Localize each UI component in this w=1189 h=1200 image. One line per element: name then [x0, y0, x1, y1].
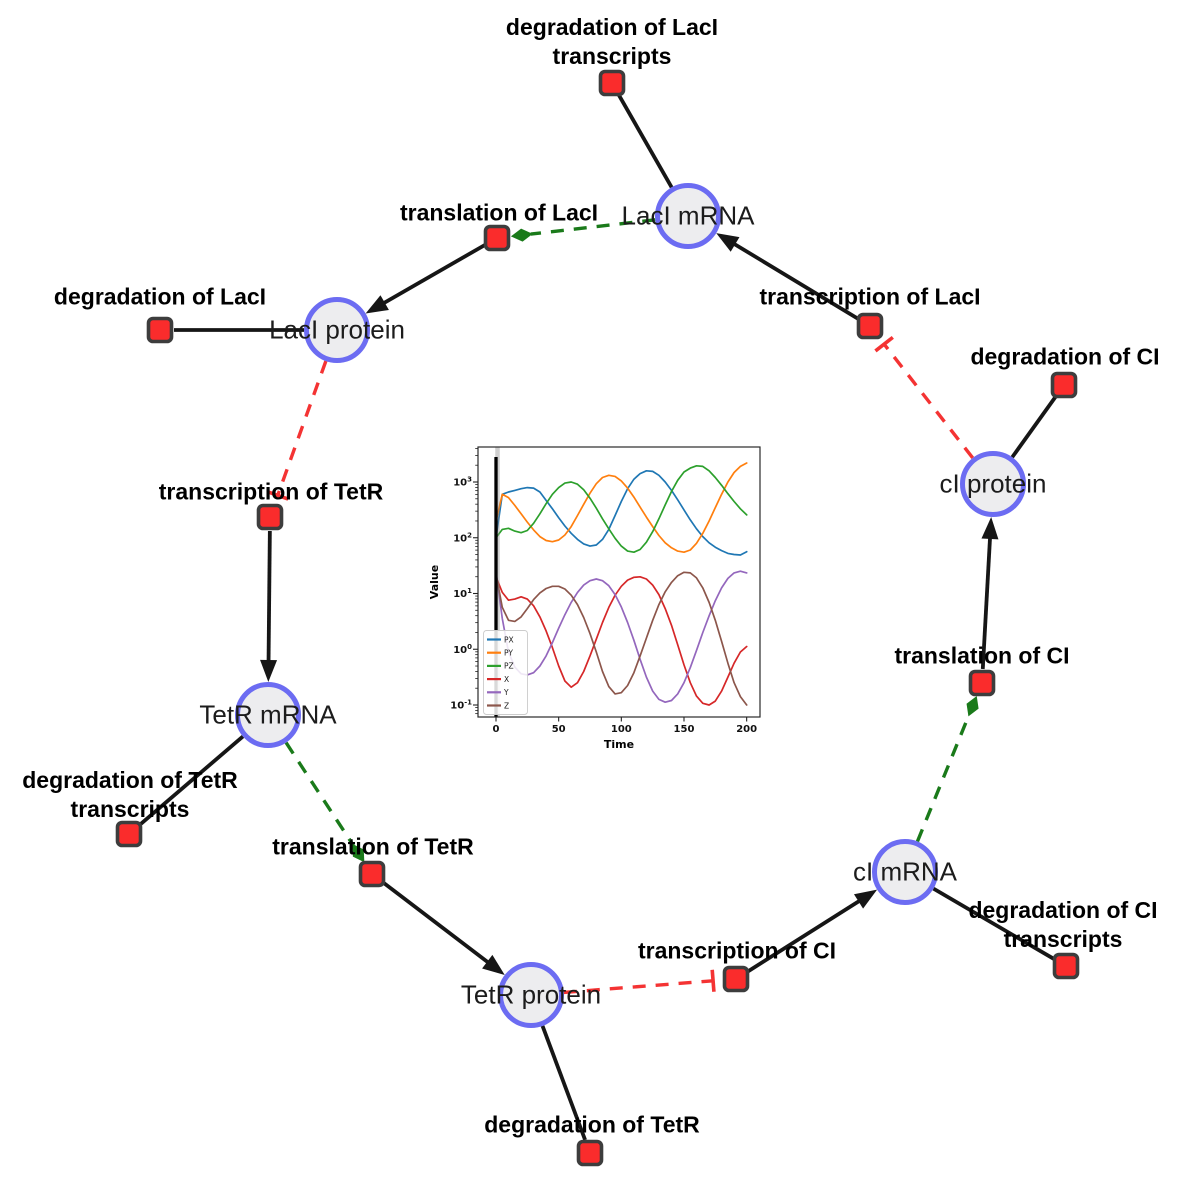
edge-tetr-mrna-to-translation-tetr-diamond [352, 843, 365, 863]
edge-transcription-laci-to-laci-mrna [728, 239, 860, 321]
x-tick-label-50: 50 [552, 724, 566, 735]
plot-curve-Z [495, 571, 748, 706]
edge-tetr-mrna-to-deg-tetr-transcripts [138, 735, 245, 827]
reaction-node-translation-laci [483, 224, 511, 252]
legend-entry-X: X [504, 675, 509, 684]
y-tick-label-10e-1: 10-1 [450, 699, 472, 712]
edge-ci-mrna-to-deg-ci-transcripts [932, 886, 1055, 961]
edge-ci-mrna-to-translation-ci-diamond [966, 695, 979, 717]
x-tick-label-100: 100 [611, 724, 632, 735]
inset-plot: 0 50 100 150 20010-1100101102103TimeValuePXP… [428, 429, 776, 763]
edge-tetr-protein-to-transcription-ci-tbar [710, 969, 716, 992]
legend-entry-Y: Y [503, 688, 509, 697]
edge-transcription-ci-to-ci-mrna [746, 896, 865, 974]
edge-tetr-mrna-to-translation-tetr [284, 741, 355, 847]
species-node-tetr-protein [498, 962, 564, 1028]
reaction-node-deg-laci [146, 316, 174, 344]
edge-laci-mrna-to-translation-laci [530, 218, 656, 236]
legend-entry-PX: PX [504, 635, 514, 644]
legend-entry-PY: PY [504, 649, 513, 658]
edge-translation-laci-to-laci-protein-arrowhead [365, 295, 389, 314]
edge-tetr-protein-to-deg-tetr [540, 1025, 587, 1141]
edge-laci-protein-to-transcription-tetr [276, 360, 328, 496]
species-node-ci-mrna [872, 839, 938, 905]
edge-transcription-laci-to-laci-mrna-arrowhead [716, 233, 740, 252]
edge-laci-protein-to-transcription-tetr-tbar [266, 489, 289, 501]
edge-translation-ci-to-ci-protein-arrowhead [981, 516, 999, 540]
reaction-node-deg-tetr [576, 1139, 604, 1167]
plot-curve-PY [495, 462, 748, 554]
reaction-node-deg-ci [1050, 371, 1078, 399]
edge-laci-mrna-to-deg-laci-transcripts [617, 94, 674, 189]
plot-x-axis-label: Time [604, 738, 634, 751]
reaction-node-deg-laci-transcripts [598, 69, 626, 97]
edge-translation-tetr-to-tetr-protein-arrowhead [482, 954, 505, 976]
reaction-node-translation-ci [968, 669, 996, 697]
x-tick-label-150: 150 [674, 724, 695, 735]
reaction-node-transcription-laci [856, 312, 884, 340]
y-tick-label-10e0: 100 [453, 643, 472, 656]
reaction-node-transcription-ci [722, 965, 750, 993]
legend-box [483, 630, 528, 715]
edge-laci-mrna-to-translation-laci-diamond [510, 228, 533, 242]
y-tick-label-10e2: 102 [453, 531, 472, 544]
edge-tetr-protein-to-transcription-ci [563, 979, 714, 995]
x-tick-label-200: 200 [736, 724, 757, 735]
x-tick-label-0: 0 [493, 724, 500, 735]
y-tick-label-10e3: 103 [453, 476, 472, 489]
plot-y-axis-label: Value [428, 565, 441, 599]
plot-curve-PX [495, 469, 748, 556]
edges-layer [138, 94, 1058, 1141]
edge-ci-protein-to-transcription-laci-tbar [874, 335, 894, 353]
nodes-layer [115, 69, 1080, 1167]
plot-legend: PX PY PZ XYZ [483, 630, 528, 715]
reaction-node-transcription-tetr [256, 503, 284, 531]
plot-background [429, 429, 776, 763]
reaction-node-deg-tetr-transcripts [115, 820, 143, 848]
reaction-node-translation-tetr [358, 860, 386, 888]
legend-entry-Z: Z [504, 701, 509, 710]
edge-translation-laci-to-laci-protein [378, 243, 486, 308]
legend-entry-PZ: PZ [504, 662, 514, 671]
plot-spines [477, 446, 761, 718]
plot-curve-Y [495, 570, 748, 704]
edge-transcription-tetr-to-tetr-mrna [266, 530, 272, 667]
edge-translation-tetr-to-tetr-protein [381, 880, 494, 967]
edge-ci-protein-to-deg-ci [1010, 395, 1058, 459]
reaction-node-deg-ci-transcripts [1052, 952, 1080, 980]
edge-transcription-ci-to-ci-mrna-arrowhead [853, 889, 878, 909]
edge-ci-protein-to-transcription-laci [882, 343, 975, 460]
edge-ci-mrna-to-translation-ci [915, 713, 971, 843]
edge-transcription-tetr-to-tetr-mrna-arrowhead [260, 659, 278, 683]
species-node-ci-protein [960, 451, 1026, 517]
species-node-tetr-mrna [235, 682, 301, 748]
plot-curve-X [495, 575, 748, 706]
species-node-laci-protein [304, 297, 370, 363]
plot-curve-PZ [495, 464, 748, 554]
species-node-laci-mrna [655, 183, 721, 249]
edge-translation-ci-to-ci-protein [980, 532, 993, 670]
y-tick-label-10e1: 101 [453, 587, 472, 600]
